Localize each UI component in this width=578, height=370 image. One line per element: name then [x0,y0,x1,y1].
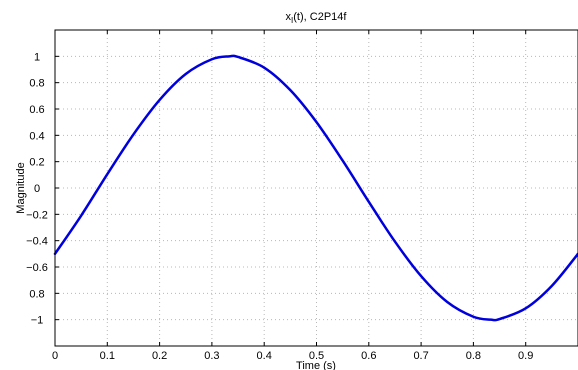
y-tick-label: 1 [34,51,40,63]
grid [55,30,578,346]
y-tick-label: 0.4 [29,130,44,142]
x-tick-label: 0.4 [257,350,272,362]
y-tick-label: 0.8 [29,288,44,300]
x-tick-label: 0 [52,350,58,362]
series-layer [53,54,578,322]
y-tick-label: −0.6 [26,262,48,274]
x-axis-label: Time (s) [296,360,336,370]
y-tick-label: 0.2 [29,157,44,169]
series-line-0 [53,54,578,322]
x-tick-label: 0.7 [413,350,428,362]
chart-title: xI(t), C2P14f [286,11,348,25]
x-tick-label: 0.1 [100,350,115,362]
x-tick-label: 0.2 [152,350,167,362]
y-tick-label: 0 [34,183,40,195]
x-axis: 0 0.1 0.2 0.3 0.4 0.5 0.6 0.7 0.8 0.9 [52,30,533,362]
y-tick-label: −1 [31,315,44,327]
y-axis-label: Magnitude [15,162,27,213]
x-tick-label: 0.6 [361,350,376,362]
y-tick-label: 0.8 [29,78,44,90]
y-tick-label: −0.2 [26,209,48,221]
y-tick-label: −0.4 [26,236,48,248]
plot-frame [54,29,578,347]
y-axis: 1 0.8 0.6 0.4 0.2 0 −0.2 −0.4 −0.6 0.8 −1 [26,51,59,327]
y-tick-label: 0.6 [29,104,44,116]
x-tick-label: 0.3 [204,350,219,362]
x-tick-label: 0.8 [466,350,481,362]
x-tick-label: 0.5 [309,350,324,362]
x-tick-label: 0.9 [518,350,533,362]
